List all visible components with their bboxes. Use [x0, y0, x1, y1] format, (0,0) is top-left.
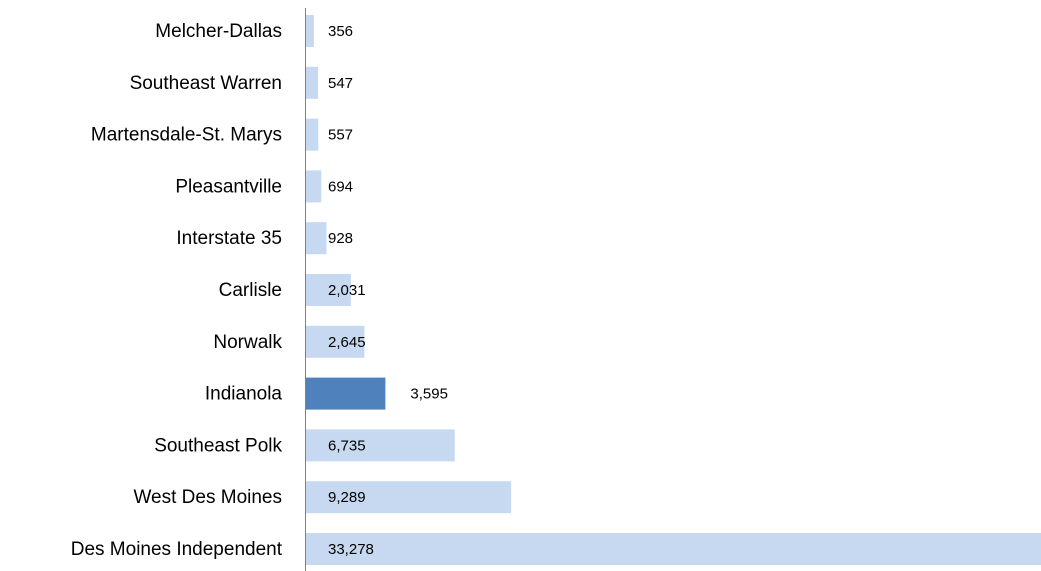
bar	[306, 15, 314, 47]
category-label: Southeast Warren	[130, 73, 282, 94]
bar	[306, 481, 512, 514]
category-label: Indianola	[205, 384, 283, 405]
bar	[306, 66, 319, 99]
value-label: 2,031	[328, 282, 366, 299]
value-label: 547	[328, 75, 353, 92]
category-label: Norwalk	[213, 332, 282, 353]
category-label: Interstate 35	[176, 228, 282, 249]
bar	[306, 170, 322, 203]
value-label: 694	[328, 178, 353, 195]
bar	[306, 533, 1041, 565]
category-label: Carlisle	[219, 280, 282, 301]
value-label: 6,735	[328, 437, 366, 454]
value-label: 356	[328, 23, 353, 40]
bar	[306, 325, 365, 358]
bar	[306, 222, 327, 255]
value-label: 2,645	[328, 334, 366, 351]
category-label: Southeast Polk	[154, 435, 282, 456]
value-label: 3,595	[410, 386, 448, 403]
value-label: 557	[328, 127, 353, 144]
bar	[306, 118, 319, 151]
value-label: 9,289	[328, 489, 366, 506]
category-label: Melcher-Dallas	[155, 21, 282, 42]
bar	[306, 429, 455, 462]
bar	[306, 377, 386, 410]
category-label: Pleasantville	[175, 176, 282, 197]
value-label: 33,278	[328, 541, 374, 558]
value-label: 928	[328, 230, 353, 247]
category-label: Des Moines Independent	[71, 539, 283, 560]
category-label: West Des Moines	[133, 487, 282, 508]
category-label: Martensdale-St. Marys	[91, 125, 282, 146]
bar	[306, 274, 351, 306]
